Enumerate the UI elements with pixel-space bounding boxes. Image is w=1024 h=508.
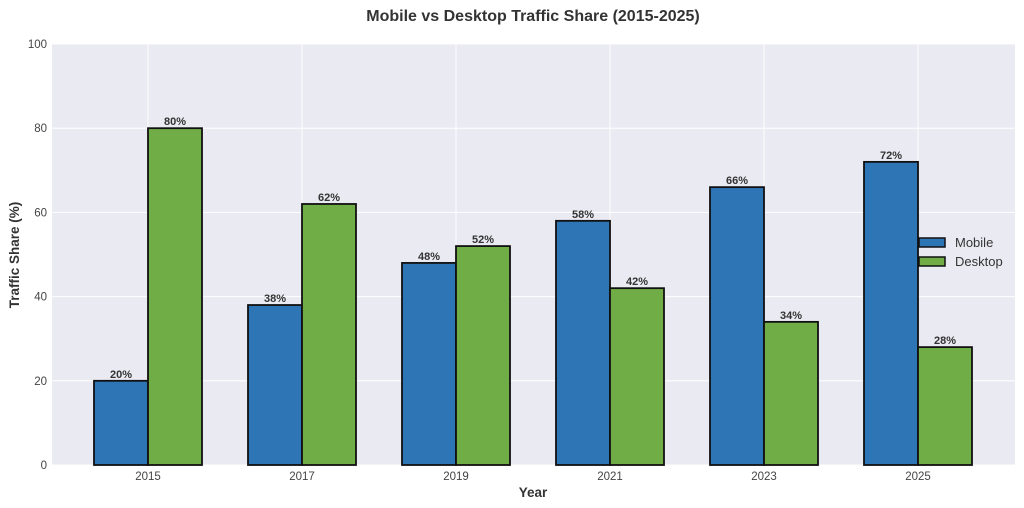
x-tick-label: 2017: [289, 471, 315, 483]
bar-desktop: [917, 346, 973, 466]
legend-swatch-mobile: [918, 237, 946, 248]
y-axis-label: Traffic Share (%): [7, 202, 22, 309]
bar-mobile: [401, 262, 457, 466]
x-tick-label: 2015: [135, 471, 161, 483]
bar-value-label: 72%: [880, 150, 902, 162]
y-tick-label: 0: [41, 460, 47, 472]
bar-desktop: [609, 287, 665, 466]
y-tick-label: 40: [34, 292, 47, 304]
bar-desktop: [455, 245, 511, 466]
bar-value-label: 80%: [164, 116, 186, 128]
x-axis-ticks: 2015 2017 2019 2021 2023 2025: [135, 471, 931, 483]
chart-title: Mobile vs Desktop Traffic Share (2015-20…: [366, 8, 699, 25]
y-axis-ticks: 0 20 40 60 80 100: [28, 39, 47, 472]
x-axis-label: Year: [519, 485, 548, 500]
legend-swatch-desktop: [918, 256, 946, 267]
bar-value-label: 34%: [780, 310, 802, 322]
legend: Mobile Desktop: [918, 235, 1003, 269]
bar-desktop: [763, 320, 819, 466]
bar-value-label: 52%: [472, 234, 494, 246]
legend-label-desktop: Desktop: [955, 254, 1003, 269]
bar-value-label: 28%: [934, 335, 956, 347]
bar-mobile: [555, 219, 611, 466]
y-tick-label: 100: [28, 39, 47, 51]
x-tick-label: 2023: [751, 471, 777, 483]
bar-value-label: 38%: [264, 293, 286, 305]
bar-mobile: [863, 160, 919, 466]
legend-label-mobile: Mobile: [955, 235, 993, 250]
bars: [93, 127, 973, 466]
bar-value-label: 62%: [318, 192, 340, 204]
bar-desktop: [147, 127, 203, 466]
x-tick-label: 2021: [597, 471, 623, 483]
bar-value-label: 42%: [626, 276, 648, 288]
x-tick-label: 2019: [443, 471, 469, 483]
bar-value-label: 66%: [726, 175, 748, 187]
bar-value-label: 58%: [572, 209, 594, 221]
plot-area: [52, 44, 1015, 465]
y-tick-label: 60: [34, 207, 47, 219]
bar-mobile: [709, 186, 765, 466]
bar-mobile: [247, 304, 303, 466]
y-tick-label: 80: [34, 123, 47, 135]
x-tick-label: 2025: [905, 471, 931, 483]
bar-value-label: 20%: [110, 369, 132, 381]
bar-labels: 20% 38% 48% 58% 66% 72% 80% 62% 52% 42% 34% 28%: [110, 116, 956, 381]
bar-mobile: [93, 379, 149, 466]
y-tick-label: 20: [34, 376, 47, 388]
bar-desktop: [301, 203, 357, 466]
bar-value-label: 48%: [418, 251, 440, 263]
